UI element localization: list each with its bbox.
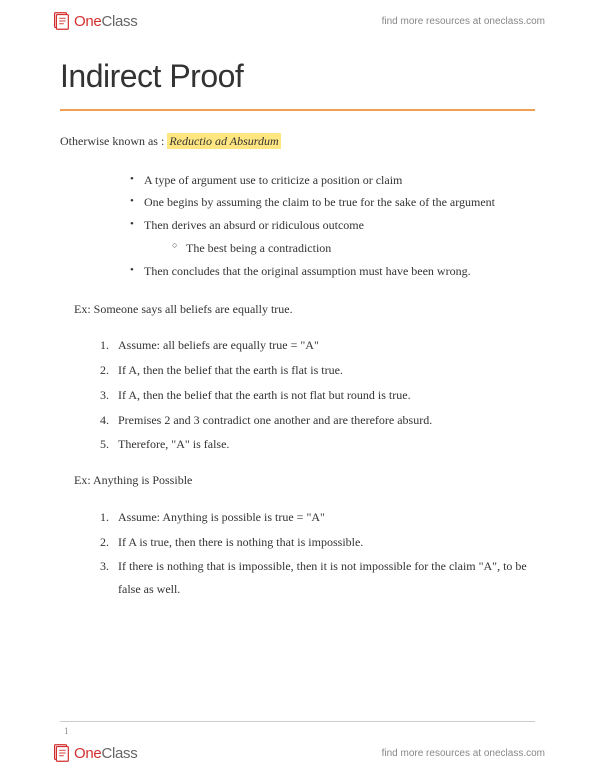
header-bar: OneClass find more resources at oneclass… — [0, 0, 595, 38]
list-item: Premises 2 and 3 contradict one another … — [100, 409, 535, 432]
brand-logo[interactable]: OneClass — [50, 10, 137, 32]
footer-divider — [60, 721, 535, 722]
sub-list-item: The best being a contradiction — [172, 237, 535, 260]
list-item: Therefore, "A" is false. — [100, 433, 535, 456]
header-tagline[interactable]: find more resources at oneclass.com — [382, 16, 545, 27]
intro-prefix: Otherwise known as : — [60, 134, 167, 148]
sub-list: The best being a contradiction — [144, 237, 535, 260]
paper-stack-icon — [50, 742, 72, 764]
example-1-steps: Assume: all beliefs are equally true = "… — [60, 334, 535, 456]
list-item: If A is true, then there is nothing that… — [100, 531, 535, 554]
list-item: If A, then the belief that the earth is … — [100, 359, 535, 382]
title-divider — [60, 109, 535, 111]
example-2-label: Ex: Anything is Possible — [74, 470, 535, 492]
list-item: If A, then the belief that the earth is … — [100, 384, 535, 407]
list-item: If there is nothing that is impossible, … — [100, 555, 535, 601]
list-item: One begins by assuming the claim to be t… — [130, 191, 535, 214]
brand-text: OneClass — [74, 13, 137, 30]
list-item: Assume: all beliefs are equally true = "… — [100, 334, 535, 357]
footer-tagline[interactable]: find more resources at oneclass.com — [382, 748, 545, 759]
example-1-label: Ex: Someone says all beliefs are equally… — [74, 299, 535, 321]
definition-list: A type of argument use to criticize a po… — [60, 169, 535, 283]
list-item: Assume: Anything is possible is true = "… — [100, 506, 535, 529]
list-item-text: Then derives an absurd or ridiculous out… — [144, 218, 364, 232]
intro-highlight: Reductio ad Absurdum — [167, 133, 280, 149]
footer-brand-logo[interactable]: OneClass — [50, 742, 137, 764]
list-item: Then derives an absurd or ridiculous out… — [130, 214, 535, 260]
document-body: Indirect Proof Otherwise known as : Redu… — [0, 38, 595, 601]
paper-stack-icon — [50, 10, 72, 32]
footer-bar: OneClass find more resources at oneclass… — [0, 742, 595, 764]
list-item: A type of argument use to criticize a po… — [130, 169, 535, 192]
example-2-steps: Assume: Anything is possible is true = "… — [60, 506, 535, 601]
page-title: Indirect Proof — [60, 58, 535, 95]
list-item: Then concludes that the original assumpt… — [130, 260, 535, 283]
footer-brand-text: OneClass — [74, 745, 137, 762]
page-number: 1 — [64, 726, 69, 736]
intro-line: Otherwise known as : Reductio ad Absurdu… — [60, 131, 535, 153]
